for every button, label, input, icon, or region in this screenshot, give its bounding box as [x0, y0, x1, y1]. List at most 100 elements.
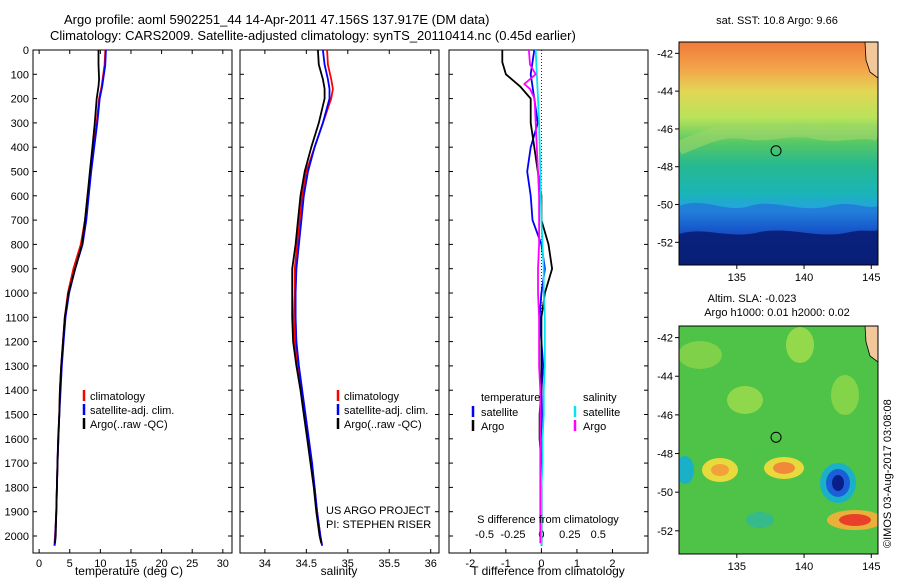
map-y-tick-label: -46 [657, 410, 673, 422]
s-tick-label: 0.25 [559, 529, 580, 541]
sst-map-frame [678, 41, 879, 266]
depth-tick-label: 400 [11, 142, 29, 154]
t-tick-label: -1 [501, 558, 511, 570]
sst-map-panel: 135 140 145 -42 -44 -46 -48 -50 -52 [657, 41, 880, 284]
map-x-tick-label: 145 [862, 561, 880, 573]
x-tick-label: 15 [125, 558, 137, 570]
depth-tick-label: 600 [11, 191, 29, 203]
map-y-tick-label: -52 [657, 237, 673, 249]
temperature-panel: 0100200300400500600700800900100011001200… [5, 45, 233, 570]
difference-axes-frame [448, 49, 649, 554]
map-y-tick-label: -50 [657, 200, 673, 212]
profile-location-marker [770, 145, 782, 157]
depth-tick-label: 1800 [5, 482, 29, 494]
series-line-s-argo [523, 49, 542, 544]
depth-tick-label: 1500 [5, 409, 29, 421]
depth-tick-label: 1300 [5, 361, 29, 373]
map-y-tick-label: -42 [657, 48, 673, 60]
series-line-argo [54, 50, 100, 544]
depth-tick-label: 2000 [5, 531, 29, 543]
x-tick-label: 34 [259, 558, 271, 570]
map-x-tick-label: 135 [728, 561, 746, 573]
figure-title-line2: Climatology: CARS2009. Satellite-adjuste… [50, 28, 576, 43]
t-tick-label: 0 [538, 558, 544, 570]
temperature-axes-frame [32, 49, 233, 554]
s-difference-xlabel: S difference from climatology [477, 514, 619, 526]
legend-label: Argo [583, 421, 606, 433]
project-annotation-line1: US ARGO PROJECT [326, 505, 431, 517]
figure-title-line1: Argo profile: aoml 5902251_44 14-Apr-201… [64, 12, 490, 27]
s-tick-label: -0.25 [500, 529, 525, 541]
legend-label: satellite-adj. clim. [344, 405, 428, 417]
depth-tick-label: 500 [11, 166, 29, 178]
map-y-tick-label: -48 [657, 449, 673, 461]
s-tick-label: 0.5 [591, 529, 606, 541]
depth-tick-label: 1100 [5, 312, 29, 324]
sla-map-panel: 135 140 145 -42 -44 -46 -48 -50 -52 [657, 325, 880, 573]
map-y-tick-label: -44 [657, 86, 673, 98]
x-tick-label: 34.5 [296, 558, 317, 570]
t-tick-label: -2 [465, 558, 475, 570]
map-y-tick-label: -46 [657, 124, 673, 136]
depth-tick-label: 300 [11, 118, 29, 130]
temperature-xlabel: temperature (deg C) [75, 564, 183, 578]
depth-tick-label: 1600 [5, 434, 29, 446]
series-line-s-satellite [534, 49, 546, 546]
sst-map-title: sat. SST: 10.8 Argo: 9.66 [716, 15, 838, 27]
legend-salinity-title: salinity [583, 392, 617, 404]
x-tick-label: 10 [94, 558, 106, 570]
sla-map-frame [678, 325, 879, 555]
map-y-tick-label: -42 [657, 333, 673, 345]
t-tick-label: 1 [574, 558, 580, 570]
salinity-axes-frame [239, 49, 440, 554]
legend-temperature-title: temperature [481, 392, 540, 404]
project-annotation-line2: PI: STEPHEN RISER [326, 519, 431, 531]
sla-map-title-line1: Altim. SLA: -0.023 [708, 293, 797, 305]
legend-label: climatology [90, 391, 146, 403]
series-line-t-argo [501, 50, 553, 544]
map-x-tick-label: 140 [795, 272, 813, 284]
x-tick-label: 36 [425, 558, 437, 570]
legend-label: Argo [481, 421, 504, 433]
depth-tick-label: 700 [11, 215, 29, 227]
map-y-tick-label: -52 [657, 526, 673, 538]
x-tick-label: 35.5 [379, 558, 400, 570]
map-y-tick-label: -48 [657, 162, 673, 174]
depth-tick-label: 1700 [5, 458, 29, 470]
depth-tick-label: 100 [11, 69, 29, 81]
profile-location-marker [770, 431, 782, 443]
salinity-xlabel: salinity [321, 564, 358, 578]
legend-label: Argo(..raw -QC) [90, 419, 168, 431]
x-tick-label: 20 [155, 558, 167, 570]
x-tick-label: 35 [342, 558, 354, 570]
depth-tick-label: 200 [11, 94, 29, 106]
depth-tick-label: 1200 [5, 337, 29, 349]
depth-tick-label: 0 [23, 45, 29, 57]
x-tick-label: 5 [67, 558, 73, 570]
salinity-panel: 34 34.5 35 35.5 36 climatology satellite-adj. … [239, 49, 440, 570]
map-x-tick-label: 135 [728, 272, 746, 284]
imos-credit: ©IMOS 03-Aug-2017 03:08:08 [882, 399, 894, 548]
legend-label: climatology [344, 391, 400, 403]
legend-label: Argo(..raw -QC) [344, 419, 422, 431]
legend-label: satellite-adj. clim. [90, 405, 174, 417]
t-difference-xlabel: T difference from climatology [471, 564, 625, 578]
sla-map-title-line2: Argo h1000: 0.01 h2000: 0.02 [704, 307, 850, 319]
x-tick-label: 0 [36, 558, 42, 570]
depth-tick-label: 900 [11, 264, 29, 276]
map-x-tick-label: 145 [862, 272, 880, 284]
depth-tick-label: 1400 [5, 385, 29, 397]
land-tasmania [864, 42, 878, 79]
land-tasmania-sla [864, 326, 878, 363]
s-tick-label: -0.5 [475, 529, 494, 541]
x-tick-label: 30 [217, 558, 229, 570]
depth-tick-label: 1000 [5, 288, 29, 300]
depth-tick-label: 800 [11, 239, 29, 251]
x-tick-label: 25 [186, 558, 198, 570]
t-tick-label: 2 [609, 558, 615, 570]
map-y-tick-label: -50 [657, 487, 673, 499]
legend-label: satellite [583, 407, 620, 419]
series-line-satellite [294, 49, 331, 546]
